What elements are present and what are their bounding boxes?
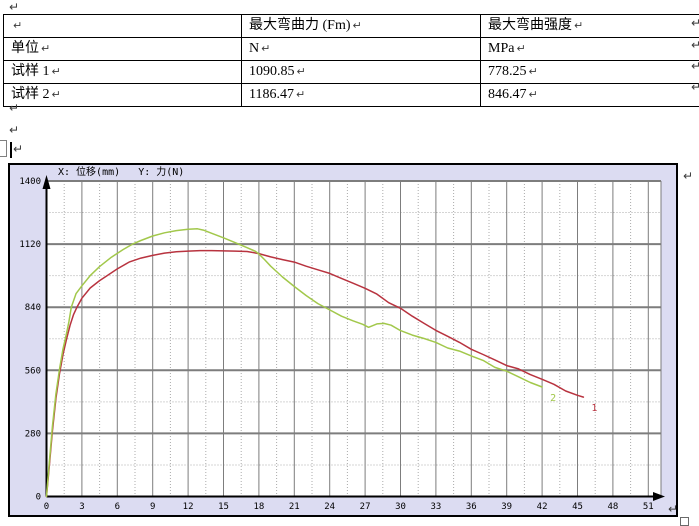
paragraph-mark: ↵	[9, 123, 20, 137]
x-axis-arrow-icon	[653, 492, 665, 501]
table-cell[interactable]: MPa ↵	[480, 37, 699, 61]
paragraph-mark: ↵	[13, 142, 24, 156]
row-end-mark: ↵	[691, 38, 699, 52]
x-tick-label: 45	[572, 502, 583, 512]
cell-text: 778.25	[488, 64, 527, 79]
pilcrow-icon: ↵	[13, 19, 23, 32]
pilcrow-icon: ↵	[295, 88, 306, 101]
cell-text: N	[249, 41, 260, 56]
paragraph-mark: ↵	[9, 101, 20, 115]
table-cell[interactable]: ↵	[3, 14, 242, 38]
x-tick-label: 9	[150, 502, 155, 512]
curve-end-label: 2	[550, 393, 556, 404]
x-tick-label: 42	[537, 502, 548, 512]
table-cell[interactable]: 单位 ↵	[3, 37, 242, 61]
chart-axis-legend: X: 位移(mm) Y: 力(N)	[58, 167, 185, 178]
x-tick-label: 6	[115, 502, 120, 512]
y-tick-label: 1400	[19, 177, 41, 187]
paragraph-mark: ↵	[9, 0, 20, 14]
row-end-mark: ↵	[691, 80, 699, 94]
pilcrow-icon: ↵	[51, 88, 61, 101]
x-tick-label: 39	[501, 502, 512, 512]
y-tick-label: 840	[25, 303, 41, 313]
x-tick-label: 24	[324, 502, 335, 512]
cell-text: 1186.47	[249, 87, 294, 102]
pilcrow-icon: ↵	[574, 19, 584, 32]
table-cell[interactable]: 778.25 ↵	[480, 60, 699, 84]
pilcrow-icon: ↵	[528, 65, 538, 78]
y-tick-label: 280	[25, 429, 41, 439]
y-tick-label: 0	[36, 493, 41, 503]
y-axis-arrow-icon	[42, 175, 51, 189]
pilcrow-icon: ↵	[261, 42, 271, 55]
pilcrow-icon: ↵	[41, 42, 51, 55]
cell-text: 单位	[11, 41, 39, 56]
table-cell[interactable]: 最大弯曲强度 ↵	[480, 14, 699, 38]
text-cursor	[10, 142, 12, 158]
curve-series-2	[45, 228, 543, 498]
object-resize-handle[interactable]	[680, 517, 689, 526]
x-tick-label: 15	[218, 502, 229, 512]
x-tick-label: 12	[183, 502, 194, 512]
x-tick-label: 51	[643, 502, 654, 512]
row-end-mark: ↵	[691, 59, 699, 73]
x-tick-label: 18	[253, 502, 264, 512]
table-row: 单位 ↵ N ↵ MPa ↵	[3, 37, 699, 61]
y-tick-label: 560	[25, 366, 41, 376]
x-tick-label: 48	[607, 502, 618, 512]
force-displacement-chart[interactable]: 0 280 560 840 1120 1400 0 3 6 9 12 15 18 21 24 27 30 33 36…	[8, 163, 678, 517]
cell-text: 试样 1	[11, 64, 50, 79]
table-cell[interactable]: N ↵	[241, 37, 481, 61]
cell-text: 846.47	[488, 87, 527, 102]
object-anchor-box	[0, 140, 7, 157]
pilcrow-icon: ↵	[528, 88, 538, 101]
table-cell[interactable]: 试样 2 ↵	[3, 83, 242, 107]
row-end-mark: ↵	[691, 16, 699, 30]
pilcrow-icon: ↵	[352, 19, 362, 32]
cell-text: 试样 2	[11, 87, 50, 102]
cell-text: MPa	[488, 41, 515, 56]
x-tick-label: 27	[360, 502, 371, 512]
table-cell[interactable]: 846.47 ↵	[480, 83, 699, 107]
paragraph-mark: ↵	[683, 169, 694, 183]
curve-series-1	[45, 249, 585, 498]
pilcrow-icon: ↵	[516, 42, 526, 55]
cell-text: 最大弯曲力 (Fm)	[249, 18, 351, 33]
table-row: 试样 2 ↵ 1186.47 ↵ 846.47 ↵	[3, 83, 699, 107]
curve-end-label: 1	[591, 403, 597, 414]
x-tick-label: 21	[289, 502, 300, 512]
paragraph-mark: ↵	[668, 502, 679, 516]
table-cell[interactable]: 试样 1 ↵	[3, 60, 242, 84]
table-cell[interactable]: 1186.47 ↵	[241, 83, 481, 107]
pilcrow-icon: ↵	[296, 65, 306, 78]
pilcrow-icon: ↵	[51, 65, 61, 78]
x-tick-label: 30	[395, 502, 406, 512]
x-tick-label: 33	[430, 502, 441, 512]
table-row: 试样 1 ↵ 1090.85 ↵ 778.25 ↵	[3, 60, 699, 84]
results-table: ↵ 最大弯曲力 (Fm) ↵ 最大弯曲强度 ↵ 单位 ↵ N ↵ MPa ↵ 试样 1 ↵ …	[3, 14, 699, 107]
table-cell[interactable]: 最大弯曲力 (Fm) ↵	[241, 14, 481, 38]
table-cell[interactable]: 1090.85 ↵	[241, 60, 481, 84]
table-row: ↵ 最大弯曲力 (Fm) ↵ 最大弯曲强度 ↵	[3, 14, 699, 38]
x-tick-label: 36	[466, 502, 477, 512]
x-tick-label: 0	[44, 502, 49, 512]
y-tick-label: 1120	[19, 240, 41, 250]
cell-text: 最大弯曲强度	[488, 18, 572, 33]
cell-text: 1090.85	[249, 64, 295, 79]
x-tick-label: 3	[79, 502, 84, 512]
